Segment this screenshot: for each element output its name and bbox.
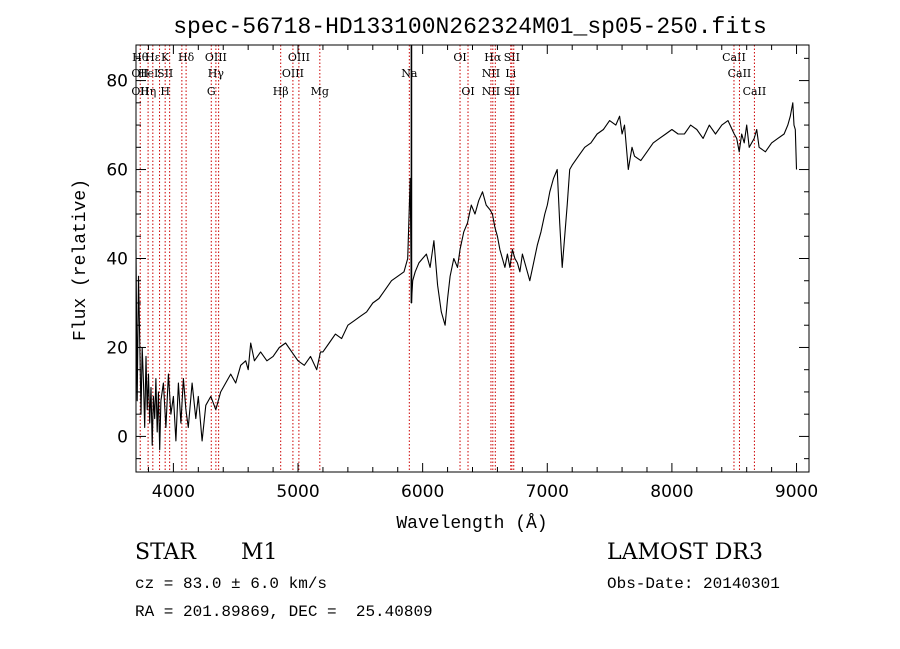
marker-label-26-2: CaII [743,85,767,98]
marker-label-14-2: Mg [311,85,329,98]
marker-label-9-1: Hγ [208,67,225,80]
x-tick-label-2: 6000 [401,482,444,502]
x-tick-label-4: 8000 [650,482,693,502]
marker-label-4-2: H [160,85,170,98]
redshift-value: cz = 83.0 ± 6.0 km/s [135,575,328,593]
marker-label-24-0: CaII [722,51,746,64]
marker-label-9-0: OIII [205,51,227,64]
spectrum-line [135,102,798,451]
axes: 4000 5000 6000 7000 8000 9000 0 20 40 60 80 [106,45,818,502]
x-tick-label-5: 9000 [775,482,818,502]
marker-label-21-1: Li [505,67,516,80]
spectrum-series [135,45,798,451]
chart-title: spec-56718-HD133100N262324M01_sp05-250.f… [173,14,767,40]
marker-label-16-0: OI [453,51,466,64]
marker-label-8-2: G [207,85,216,98]
survey-name: LAMOST DR3 [607,540,763,565]
marker-label-1-2: Hη [140,85,156,98]
marker-label-17-2: OI [461,85,474,98]
y-tick-label-0: 0 [117,427,128,447]
marker-label-22-0: SII [504,51,520,64]
y-tick-label-4: 80 [106,72,128,92]
marker-label-13-0: OIII [288,51,310,64]
x-tick-label-3: 7000 [526,482,569,502]
y-tick-label-2: 40 [106,250,128,270]
marker-label-2-0: Hε [145,51,161,64]
coordinates: RA = 201.89869, DEC = 25.40809 [135,603,433,621]
object-subclass: M1 [241,540,278,565]
marker-label-4-0: K [161,51,170,64]
x-axis-label: Wavelength (Å) [396,513,547,534]
marker-label-18-2: NII [482,85,500,98]
marker-label-22-2: SII [504,85,520,98]
y-tick-label-3: 60 [106,161,128,181]
object-type: STAR [135,540,196,565]
marker-label-18-1: NII [482,67,500,80]
marker-label-15-1: Na [401,67,418,80]
marker-label-19-0: Hα [484,51,502,64]
marker-label-12-1: OIII [282,67,304,80]
marker-label-1-1: HeI [138,67,158,80]
marker-label-4-1: SII [157,67,173,80]
plot-frame [135,44,810,473]
observation-date: Obs-Date: 20140301 [607,575,780,593]
y-axis-label: Flux (relative) [71,179,91,341]
y-tick-label-1: 20 [106,338,128,358]
marker-label-11-2: Hβ [273,85,289,98]
x-tick-label-1: 5000 [276,482,319,502]
marker-label-25-1: CaII [728,67,752,80]
x-tick-label-0: 4000 [152,482,195,502]
marker-label-7-0: Hδ [178,51,195,64]
